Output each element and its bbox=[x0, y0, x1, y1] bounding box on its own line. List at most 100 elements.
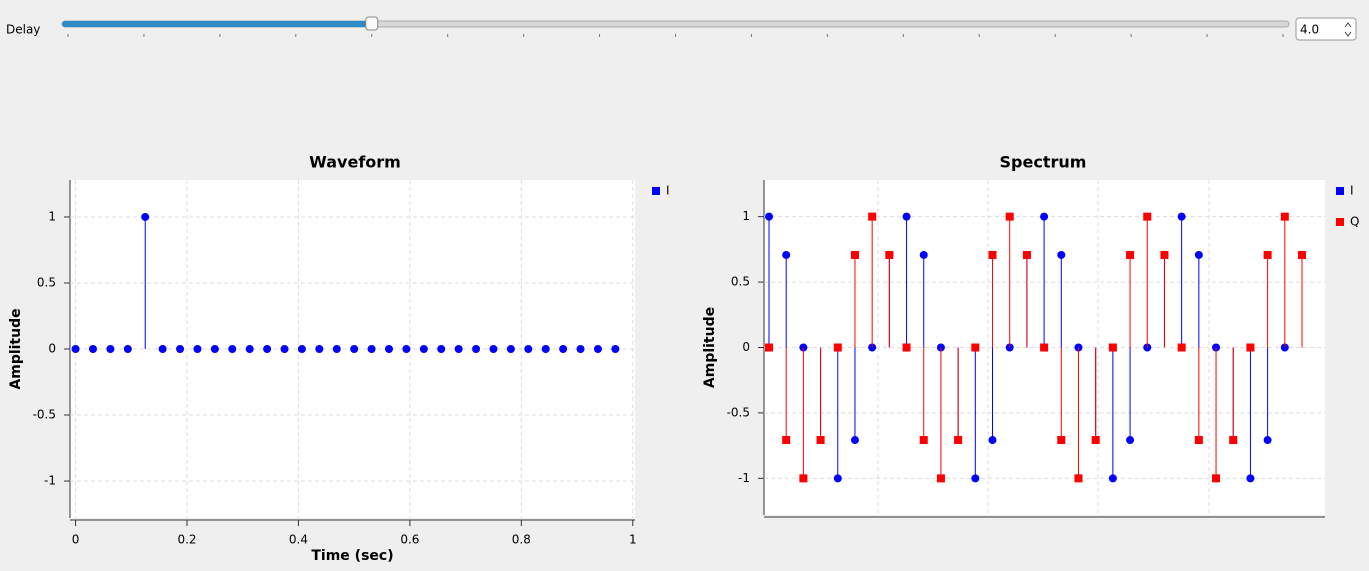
marker bbox=[816, 436, 825, 445]
marker bbox=[280, 345, 289, 353]
legend-swatch bbox=[1336, 218, 1344, 226]
legend-swatch bbox=[652, 187, 660, 195]
marker bbox=[919, 436, 928, 445]
marker bbox=[123, 345, 132, 353]
marker bbox=[1177, 343, 1186, 352]
marker bbox=[1280, 212, 1289, 221]
marker bbox=[1160, 250, 1169, 259]
legend-label[interactable]: Q bbox=[1350, 215, 1359, 229]
marker bbox=[1091, 436, 1100, 445]
legend-swatch bbox=[1336, 187, 1344, 195]
marker bbox=[799, 474, 808, 483]
marker bbox=[782, 436, 791, 445]
marker bbox=[71, 345, 80, 353]
marker bbox=[1040, 343, 1049, 352]
marker bbox=[367, 345, 376, 353]
marker bbox=[1057, 250, 1066, 259]
marker bbox=[1177, 212, 1186, 221]
y-tick-label: -0.5 bbox=[33, 408, 56, 422]
y-tick-label: 1 bbox=[742, 209, 750, 223]
marker bbox=[1005, 212, 1014, 221]
marker bbox=[245, 345, 254, 353]
y-axis-label: Amplitude bbox=[8, 308, 24, 389]
y-tick-label: 0 bbox=[48, 342, 56, 356]
marker bbox=[1143, 212, 1152, 221]
spinbox-value: 4.0 bbox=[1300, 23, 1319, 37]
marker bbox=[437, 345, 446, 353]
marker bbox=[489, 345, 498, 353]
marker bbox=[1194, 250, 1203, 259]
marker bbox=[971, 343, 980, 352]
marker bbox=[176, 345, 185, 353]
marker bbox=[332, 345, 341, 353]
marker bbox=[263, 345, 272, 353]
marker bbox=[297, 345, 306, 353]
legend-label[interactable]: I bbox=[666, 184, 670, 198]
y-tick-label: 0 bbox=[742, 340, 750, 354]
marker bbox=[141, 212, 150, 221]
y-tick-label: -1 bbox=[44, 474, 56, 488]
spin-arrows[interactable] bbox=[1344, 22, 1352, 37]
y-axis-label: Amplitude bbox=[702, 307, 718, 388]
marker bbox=[315, 345, 324, 353]
x-tick-label: 0.4 bbox=[289, 533, 308, 547]
y-tick-label: -0.5 bbox=[727, 405, 750, 419]
marker bbox=[902, 212, 911, 221]
marker bbox=[472, 345, 481, 353]
slider-fill bbox=[62, 21, 372, 27]
marker bbox=[454, 345, 463, 353]
marker bbox=[850, 250, 859, 259]
marker bbox=[1212, 474, 1221, 483]
chart-title: Spectrum bbox=[1000, 153, 1087, 172]
marker bbox=[576, 345, 585, 353]
marker bbox=[971, 474, 980, 483]
marker bbox=[1229, 436, 1238, 445]
x-axis-label: Time (sec) bbox=[311, 548, 393, 564]
marker bbox=[524, 345, 533, 353]
marker bbox=[1108, 343, 1117, 352]
legend-label[interactable]: I bbox=[1350, 184, 1354, 198]
marker bbox=[1108, 474, 1117, 483]
marker bbox=[559, 345, 568, 353]
marker bbox=[1298, 250, 1306, 259]
marker bbox=[106, 345, 115, 353]
marker bbox=[210, 345, 219, 353]
marker bbox=[988, 436, 997, 445]
marker bbox=[1246, 474, 1255, 483]
spinbox[interactable] bbox=[1295, 17, 1357, 41]
marker bbox=[193, 345, 202, 353]
y-tick-label: 1 bbox=[48, 209, 56, 223]
marker bbox=[611, 345, 620, 353]
marker bbox=[158, 345, 167, 353]
chart-title: Waveform bbox=[309, 153, 401, 172]
marker bbox=[419, 345, 428, 353]
y-tick-label: -1 bbox=[738, 471, 750, 485]
marker bbox=[1057, 436, 1066, 445]
marker bbox=[765, 343, 773, 352]
marker bbox=[350, 345, 359, 353]
marker bbox=[541, 345, 550, 353]
marker bbox=[1263, 436, 1272, 445]
x-tick-label: 0 bbox=[72, 533, 80, 547]
y-tick-label: 0.5 bbox=[37, 275, 56, 289]
marker bbox=[850, 436, 859, 445]
marker bbox=[1074, 474, 1083, 483]
marker bbox=[833, 343, 842, 352]
marker bbox=[1126, 250, 1135, 259]
marker bbox=[1194, 436, 1203, 445]
marker bbox=[1022, 250, 1031, 259]
marker bbox=[1040, 212, 1049, 221]
marker bbox=[868, 212, 877, 221]
marker bbox=[936, 474, 945, 483]
marker bbox=[919, 250, 928, 259]
marker bbox=[988, 250, 997, 259]
marker bbox=[885, 250, 894, 259]
y-tick-label: 0.5 bbox=[731, 275, 750, 289]
slider-handle[interactable] bbox=[365, 16, 379, 31]
marker bbox=[1246, 343, 1255, 352]
marker bbox=[593, 345, 602, 353]
marker bbox=[782, 250, 791, 259]
marker bbox=[384, 345, 393, 353]
x-tick-label: 0.8 bbox=[512, 533, 531, 547]
